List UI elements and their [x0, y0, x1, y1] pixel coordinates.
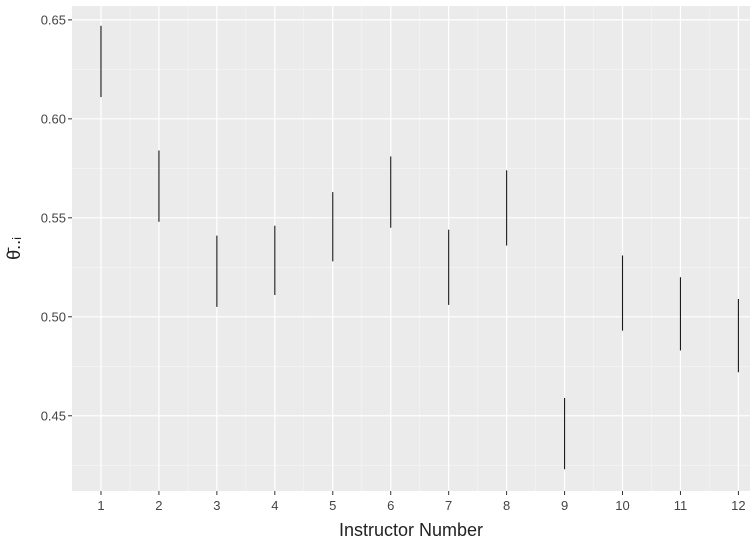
- x-tick-label: 3: [213, 498, 220, 513]
- x-tick-label: 7: [445, 498, 452, 513]
- major-gridlines: [72, 6, 750, 491]
- plot-panel: [72, 6, 750, 491]
- y-tick-label: 0.65: [41, 12, 66, 27]
- y-tick-label: 0.55: [41, 210, 66, 225]
- x-tick-label: 2: [155, 498, 162, 513]
- y-tick-label: 0.50: [41, 309, 66, 324]
- y-tick-label: 0.45: [41, 408, 66, 423]
- interval-series: [100, 25, 739, 470]
- x-tick-label: 4: [271, 498, 278, 513]
- x-tick-label: 12: [731, 498, 745, 513]
- y-axis-title: θ̄..ᵢ: [4, 237, 24, 260]
- x-axis-title: Instructor Number: [339, 520, 483, 540]
- x-tick-label: 11: [674, 498, 688, 513]
- x-axis: 1 2 3 4 5 6 7 8 9 10 11 12: [97, 491, 746, 513]
- minor-gridlines: [72, 6, 750, 491]
- y-axis: 0.45 0.50 0.55 0.60 0.65: [41, 12, 72, 423]
- x-tick-label: 1: [97, 498, 104, 513]
- x-tick-label: 5: [329, 498, 336, 513]
- x-tick-label: 9: [561, 498, 568, 513]
- x-tick-label: 6: [387, 498, 394, 513]
- x-tick-label: 10: [615, 498, 629, 513]
- y-tick-label: 0.60: [41, 111, 66, 126]
- x-tick-label: 8: [503, 498, 510, 513]
